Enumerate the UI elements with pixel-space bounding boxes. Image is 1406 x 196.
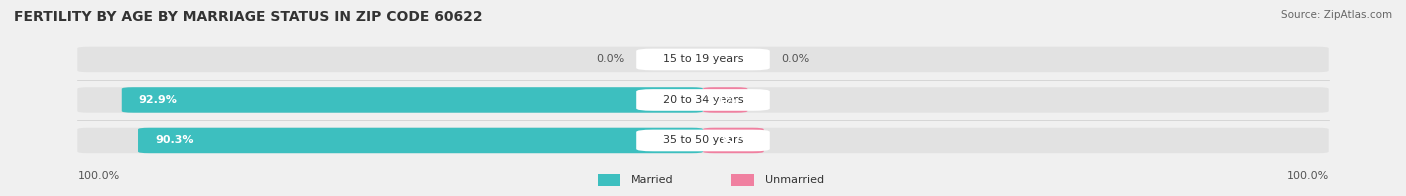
FancyBboxPatch shape [77, 87, 1329, 113]
Text: 35 to 50 years: 35 to 50 years [662, 135, 744, 145]
Text: 0.0%: 0.0% [596, 54, 624, 64]
Text: 0.0%: 0.0% [782, 54, 810, 64]
Text: 92.9%: 92.9% [139, 95, 177, 105]
Text: 15 to 19 years: 15 to 19 years [662, 54, 744, 64]
FancyBboxPatch shape [122, 87, 703, 113]
Text: 9.7%: 9.7% [721, 135, 752, 145]
Text: 100.0%: 100.0% [1286, 171, 1329, 181]
Text: Unmarried: Unmarried [765, 175, 824, 185]
FancyBboxPatch shape [703, 87, 748, 113]
FancyBboxPatch shape [637, 130, 770, 151]
Text: Married: Married [631, 175, 673, 185]
Text: 20 to 34 years: 20 to 34 years [662, 95, 744, 105]
Text: Source: ZipAtlas.com: Source: ZipAtlas.com [1281, 10, 1392, 20]
FancyBboxPatch shape [598, 174, 620, 186]
FancyBboxPatch shape [703, 128, 763, 153]
Text: FERTILITY BY AGE BY MARRIAGE STATUS IN ZIP CODE 60622: FERTILITY BY AGE BY MARRIAGE STATUS IN Z… [14, 10, 482, 24]
FancyBboxPatch shape [77, 47, 1329, 72]
Text: 100.0%: 100.0% [77, 171, 120, 181]
Text: 90.3%: 90.3% [155, 135, 194, 145]
FancyBboxPatch shape [731, 174, 754, 186]
FancyBboxPatch shape [637, 89, 770, 111]
FancyBboxPatch shape [138, 128, 703, 153]
Text: 7.1%: 7.1% [706, 95, 737, 105]
FancyBboxPatch shape [637, 49, 770, 70]
FancyBboxPatch shape [77, 128, 1329, 153]
